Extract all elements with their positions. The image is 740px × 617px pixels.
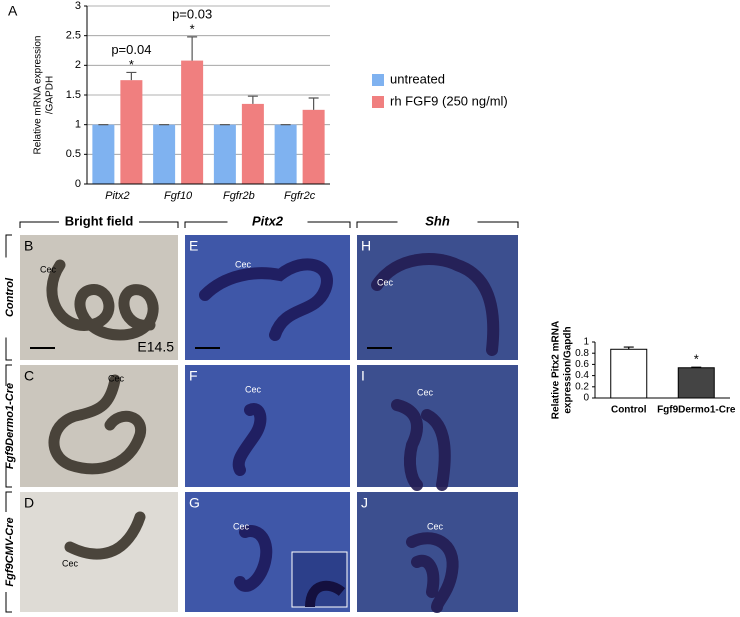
x-tick-label: Fgfr2b [223, 190, 255, 202]
y-tick-label: 0.8 [575, 348, 589, 359]
tissue [371, 253, 500, 356]
tissue [406, 532, 459, 613]
header-bg [227, 215, 308, 229]
y-axis-label: expression/Gapdh [563, 326, 574, 413]
structure-label: Cec [377, 277, 394, 287]
legend-label: rh FGF9 (250 ng/ml) [390, 93, 508, 108]
header-bg [397, 215, 478, 229]
y-axis-label: Relative Pitx2 mRNA [551, 321, 562, 419]
y-tick-label: 3 [75, 0, 81, 12]
x-tick-label: Fgf10 [164, 190, 193, 202]
y-tick-label: 2 [75, 59, 81, 71]
significance-marker: * [129, 57, 134, 72]
bar [120, 80, 143, 184]
bar [213, 124, 236, 184]
annotation: p=0.03 [172, 6, 212, 21]
legend-swatch [372, 74, 384, 86]
error-bar [247, 95, 258, 104]
y-axis-label: /GAPDH [45, 76, 56, 114]
structure-label: Cec [417, 387, 434, 397]
y-tick-label: 0.4 [575, 370, 589, 381]
error-bar [187, 36, 198, 61]
bar [153, 124, 176, 184]
bar [181, 60, 204, 184]
significance-marker: * [694, 352, 699, 367]
annotation: p=0.04 [111, 42, 151, 57]
y-axis-label: Relative mRNA expression [33, 36, 44, 155]
bar [610, 348, 648, 399]
inset-tissue [305, 580, 346, 608]
y-tick-label: 1.5 [66, 89, 81, 101]
bar [677, 367, 715, 399]
structure-label: Cec [245, 384, 262, 394]
panel-letter: F [189, 368, 198, 384]
panel-letter: C [24, 368, 34, 384]
panel-letter: J [361, 495, 368, 511]
row-label: Fgf9CMV-Cre [4, 517, 16, 586]
y-tick-label: 0 [75, 178, 81, 190]
column-header: Bright field [65, 213, 134, 228]
row-label: Control [4, 277, 16, 317]
y-tick-label: 0.5 [66, 148, 81, 160]
header-bg [59, 215, 139, 229]
structure-label: Cec [233, 521, 250, 531]
y-tick-label: 2.5 [66, 30, 81, 42]
panel-letter: E [189, 238, 198, 254]
image-panel [185, 365, 350, 487]
tissue [199, 258, 333, 341]
tissue [391, 399, 451, 491]
error-bar [623, 346, 634, 350]
significance-marker: * [190, 21, 195, 36]
panel-letter: D [24, 495, 34, 511]
x-tick-label: Fgf9Dermo1-Cre [657, 405, 736, 416]
bar [274, 124, 297, 184]
tissue [64, 511, 146, 560]
stage-label: E14.5 [137, 339, 174, 355]
error-bar [308, 97, 319, 110]
legend-label: untreated [390, 71, 445, 86]
bar [92, 124, 115, 184]
panel-letter: H [361, 238, 371, 254]
row-label-bg [2, 386, 14, 466]
structure-label: Cec [235, 259, 252, 269]
inset [291, 551, 348, 608]
structure-label: Cec [62, 558, 79, 568]
y-tick-label: 0.6 [575, 359, 589, 370]
error-bar [126, 71, 137, 81]
panel-letter: A [8, 3, 18, 19]
x-tick-label: Fgfr2c [284, 190, 316, 202]
structure-label: Cec [108, 373, 125, 383]
row-label: Fgf9Dermo1-Cre [4, 383, 16, 469]
row-label-bg [2, 257, 14, 338]
y-tick-label: 0.2 [575, 381, 589, 392]
bar [302, 109, 325, 184]
error-bar [691, 366, 702, 368]
tissue [48, 374, 147, 475]
y-tick-label: 1 [583, 337, 589, 348]
structure-label: Cec [40, 264, 57, 274]
x-tick-label: Control [611, 405, 647, 416]
y-tick-label: 1 [75, 119, 81, 131]
panel-letter: G [189, 495, 200, 511]
panel-letter: I [361, 368, 365, 384]
legend-swatch [372, 96, 384, 108]
column-header: Shh [425, 213, 450, 228]
tissue [234, 525, 273, 592]
tissue [232, 403, 267, 476]
y-tick-label: 0 [583, 393, 589, 404]
bar [241, 103, 264, 184]
panel-letter: B [24, 238, 33, 254]
row-label-bg [2, 512, 14, 592]
tissue [46, 259, 159, 341]
x-tick-label: Pitx2 [105, 190, 129, 202]
structure-label: Cec [427, 521, 444, 531]
column-header: Pitx2 [252, 213, 284, 228]
